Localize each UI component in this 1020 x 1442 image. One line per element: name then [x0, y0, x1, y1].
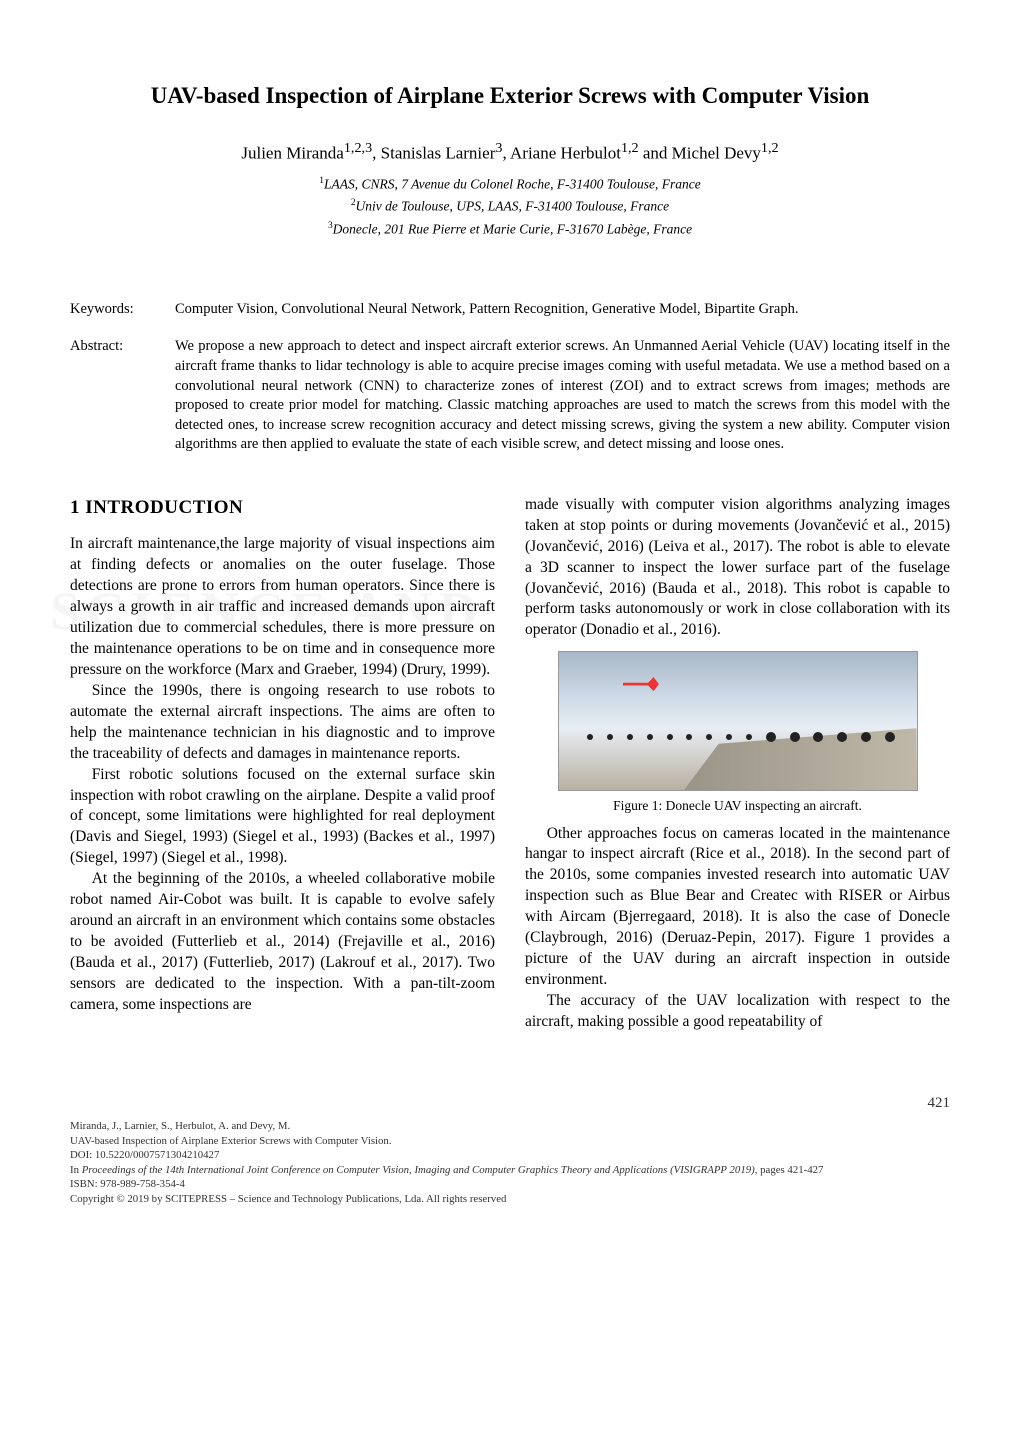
- paper-title: UAV-based Inspection of Airplane Exterio…: [70, 80, 950, 111]
- rivet-dot: [790, 732, 800, 742]
- rivet-dot: [837, 732, 847, 742]
- keywords-row: Keywords: Computer Vision, Convolutional…: [70, 300, 950, 320]
- rivet-dot: [726, 734, 732, 740]
- footer-line: Miranda, J., Larnier, S., Herbulot, A. a…: [70, 1119, 950, 1134]
- footer-line: ISBN: 978-989-758-354-4: [70, 1177, 950, 1192]
- rivet-dot: [861, 732, 871, 742]
- figure-rivets: [587, 732, 895, 742]
- rivet-dot: [706, 734, 712, 740]
- figure-1-caption: Figure 1: Donecle UAV inspecting an airc…: [525, 797, 950, 815]
- body-paragraph: In aircraft maintenance,the large majori…: [70, 534, 495, 680]
- body-paragraph: Other approaches focus on cameras locate…: [525, 824, 950, 991]
- rivet-dot: [647, 734, 653, 740]
- rivet-dot: [627, 734, 633, 740]
- rivet-dot: [885, 732, 895, 742]
- body-paragraph: Since the 1990s, there is ongoing resear…: [70, 681, 495, 765]
- rivet-dot: [686, 734, 692, 740]
- abstract-text: We propose a new approach to detect and …: [175, 337, 950, 454]
- rivet-dot: [607, 734, 613, 740]
- footer-line: In Proceedings of the 14th International…: [70, 1163, 950, 1178]
- keywords-label: Keywords:: [70, 300, 175, 320]
- page-number: 421: [70, 1093, 950, 1113]
- affiliation-line: 1LAAS, CNRS, 7 Avenue du Colonel Roche, …: [70, 174, 950, 195]
- meta-section: Keywords: Computer Vision, Convolutional…: [70, 300, 950, 455]
- abstract-row: Abstract: We propose a new approach to d…: [70, 337, 950, 454]
- rivet-dot: [587, 734, 593, 740]
- rivet-dot: [766, 732, 776, 742]
- affiliation-line: 2Univ de Toulouse, UPS, LAAS, F-31400 To…: [70, 196, 950, 217]
- left-column: SCIENCE AND 1 INTRODUCTION In aircraft m…: [70, 495, 495, 1033]
- authors-line: Julien Miranda1,2,3, Stanislas Larnier3,…: [70, 139, 950, 166]
- rivet-dot: [813, 732, 823, 742]
- section-1-heading: 1 INTRODUCTION: [70, 495, 495, 521]
- right-column: made visually with computer vision algor…: [525, 495, 950, 1033]
- footer-line: DOI: 10.5220/0007571304210427: [70, 1148, 950, 1163]
- footer-line: Copyright © 2019 by SCITEPRESS – Science…: [70, 1192, 950, 1207]
- footer-line: UAV-based Inspection of Airplane Exterio…: [70, 1134, 950, 1149]
- affiliations-block: 1LAAS, CNRS, 7 Avenue du Colonel Roche, …: [70, 174, 950, 240]
- two-column-body: SCIENCE AND 1 INTRODUCTION In aircraft m…: [70, 495, 950, 1033]
- body-paragraph: The accuracy of the UAV localization wit…: [525, 991, 950, 1033]
- rivet-dot: [746, 734, 752, 740]
- rivet-dot: [667, 734, 673, 740]
- keywords-text: Computer Vision, Convolutional Neural Ne…: [175, 300, 950, 320]
- figure-1: Figure 1: Donecle UAV inspecting an airc…: [525, 651, 950, 815]
- abstract-label: Abstract:: [70, 337, 175, 454]
- affiliation-line: 3Donecle, 201 Rue Pierre et Marie Curie,…: [70, 219, 950, 240]
- body-paragraph: made visually with computer vision algor…: [525, 495, 950, 641]
- body-paragraph: At the beginning of the 2010s, a wheeled…: [70, 869, 495, 1015]
- page-footer: 421 Miranda, J., Larnier, S., Herbulot, …: [70, 1093, 950, 1207]
- figure-1-image: [558, 651, 918, 791]
- body-paragraph: First robotic solutions focused on the e…: [70, 765, 495, 870]
